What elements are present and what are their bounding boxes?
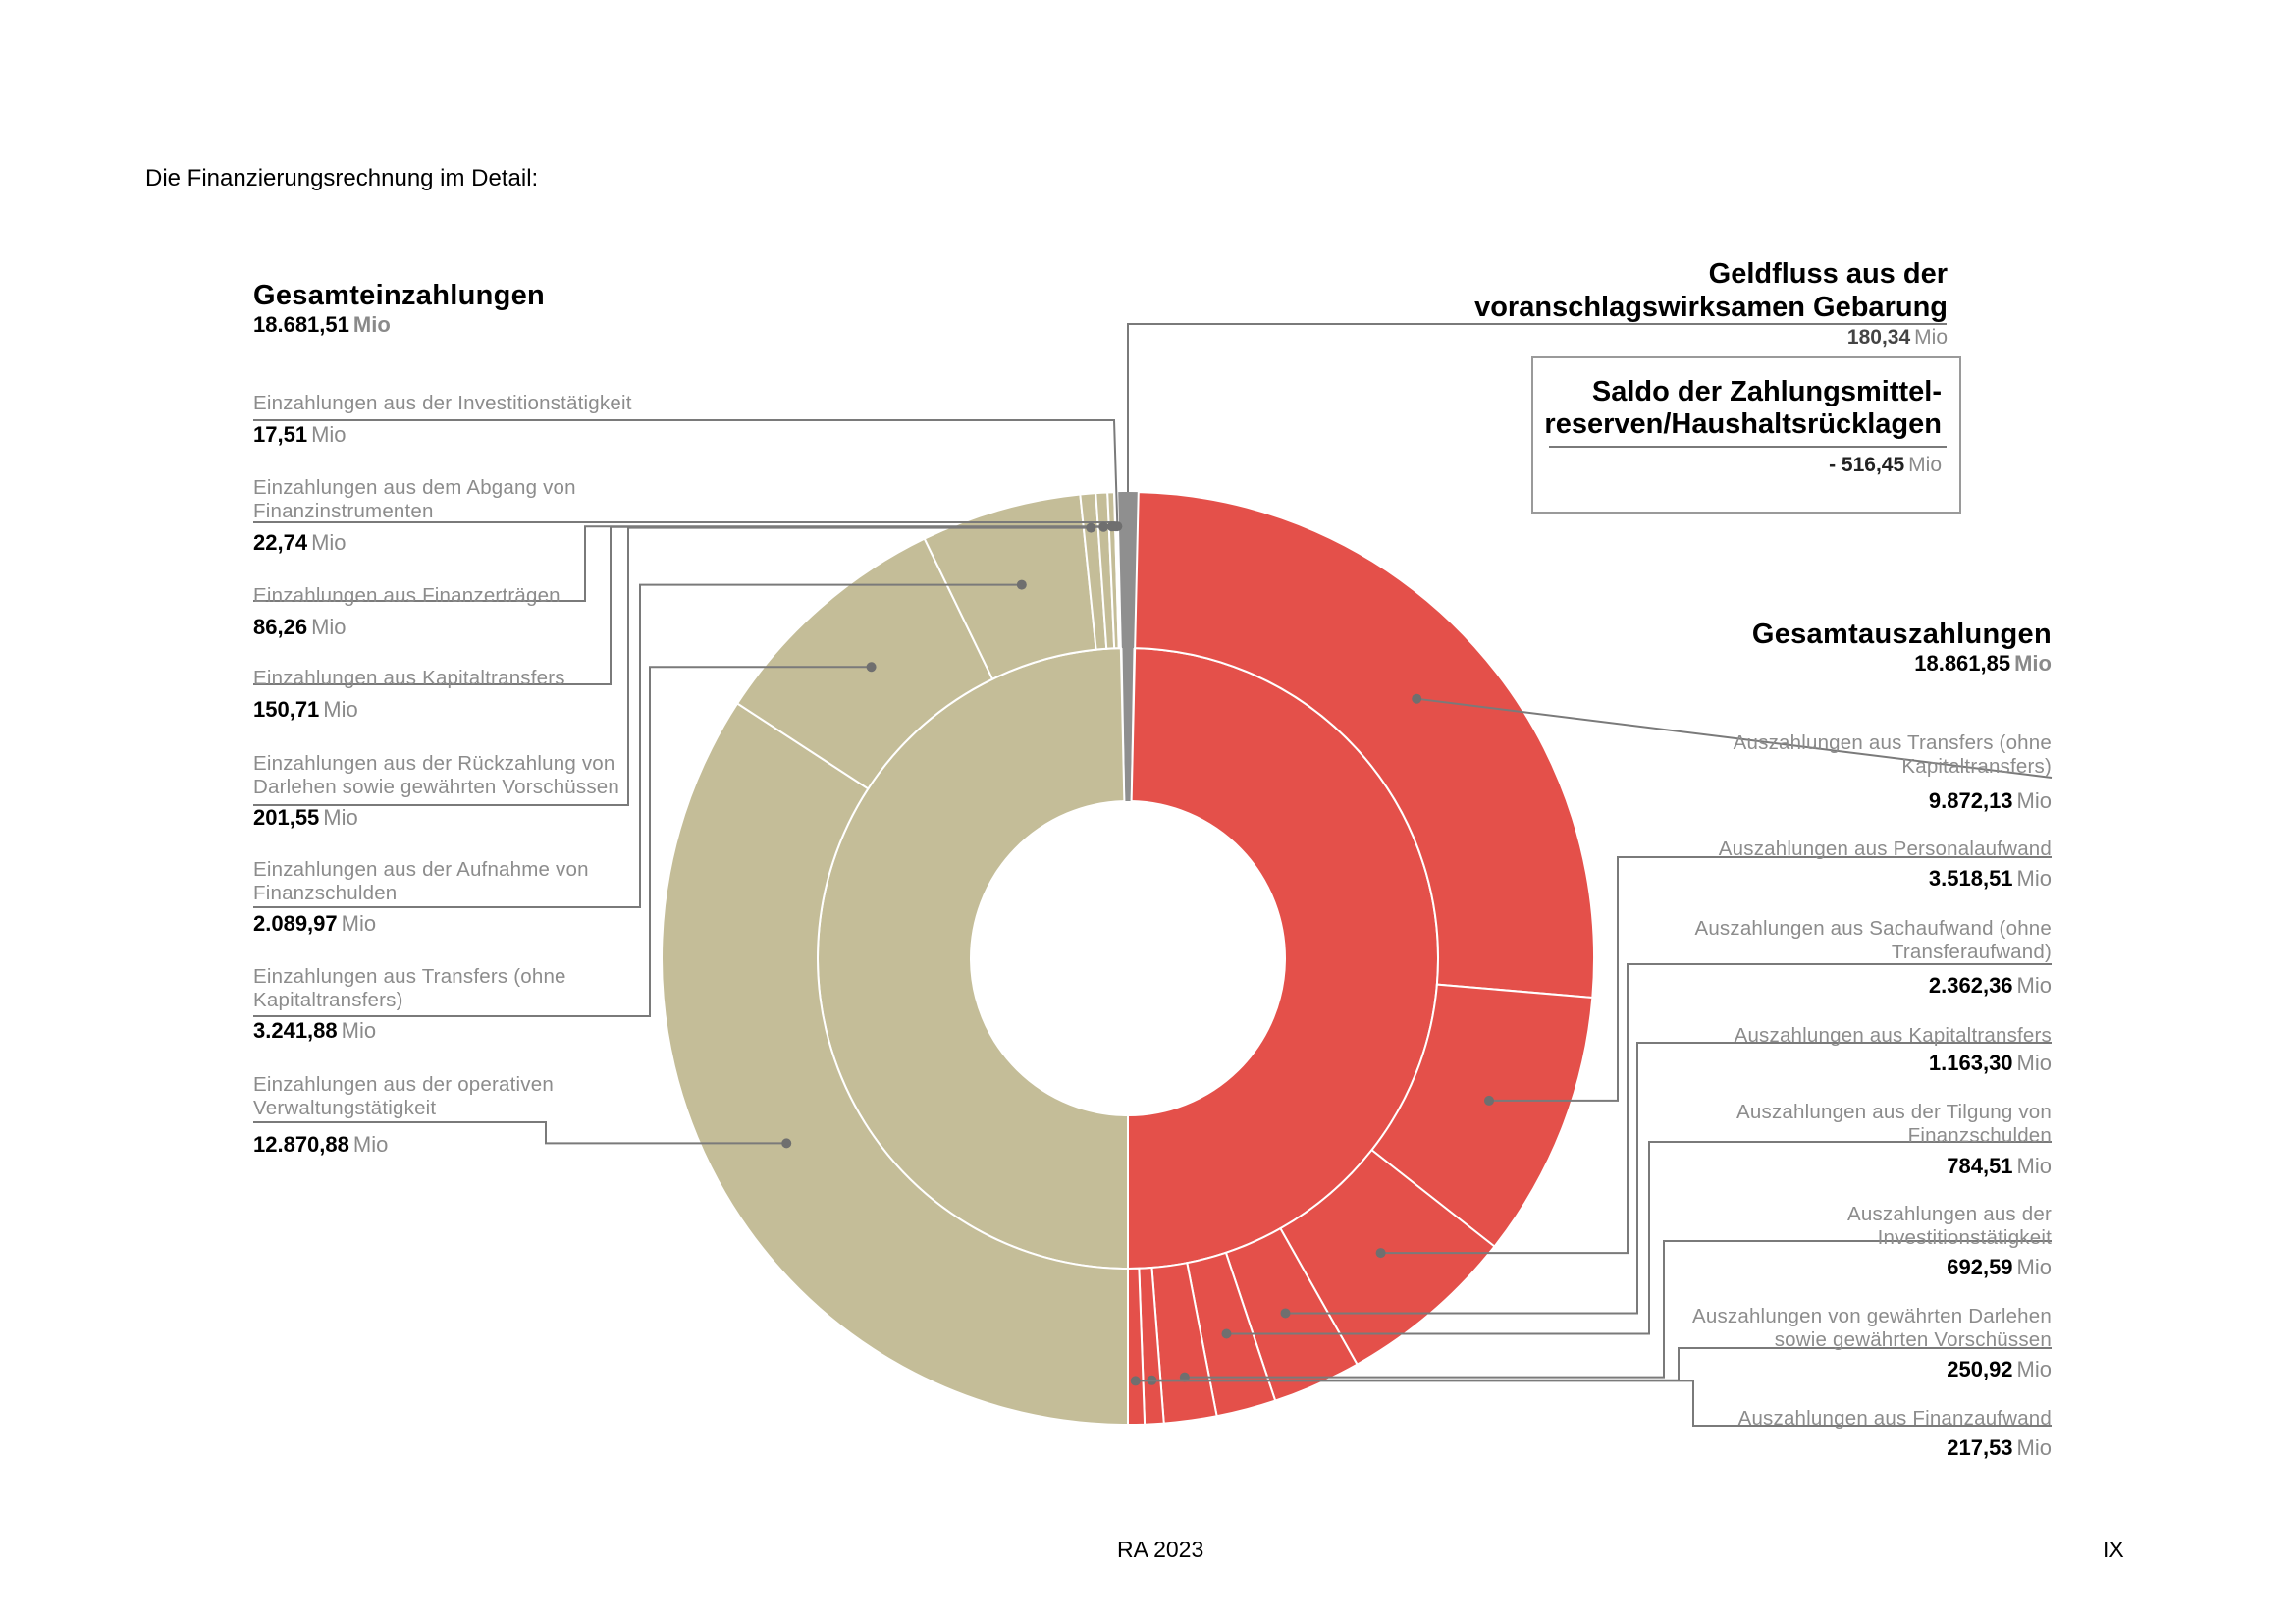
saldo-value: - 516,45 Mio	[1829, 454, 1942, 476]
saldo-title: Saldo der Zahlungsmittel- reserven/Haush…	[1544, 376, 1942, 440]
expense-leader-5-line	[1184, 1240, 2052, 1379]
income-leader-6-line	[253, 666, 872, 1017]
cashflow-leader-line	[1127, 323, 1947, 492]
expense-label-4: Auszahlungen aus der Tilgung von Finanzs…	[1736, 1101, 2052, 1147]
income-label-3: Einzahlungen aus Kapitaltransfers	[253, 667, 565, 689]
expense-leader-1-dot	[1483, 1095, 1494, 1106]
donut-hole	[972, 802, 1284, 1114]
expense-value-0: 9.872,13 Mio	[1928, 788, 2052, 813]
expense-leader-4-dot	[1221, 1328, 1232, 1339]
income-label-2: Einzahlungen aus Finanzerträgen	[253, 584, 561, 607]
income-leader-6-dot	[866, 662, 877, 673]
expense-leader-3-dot	[1280, 1308, 1291, 1319]
income-title: Gesamteinzahlungen	[253, 280, 546, 311]
income-value-0: 17,51 Mio	[253, 422, 347, 447]
expense-value-5: 692,59 Mio	[1947, 1255, 2052, 1279]
income-leader-7-line	[253, 1121, 787, 1145]
expense-leader-2-dot	[1375, 1248, 1386, 1259]
expense-label-2: Auszahlungen aus Sachaufwand (ohne Trans…	[1694, 917, 2052, 963]
expense-leader-4-line	[1226, 1141, 2052, 1335]
income-value-2: 86,26 Mio	[253, 615, 347, 639]
income-leader-4-dot	[1086, 522, 1096, 533]
footer-page-number: IX	[2103, 1537, 2124, 1562]
income-value-1: 22,74 Mio	[253, 530, 347, 555]
expense-value-4: 784,51 Mio	[1947, 1154, 2052, 1178]
expense-leader-1-line	[1488, 856, 2052, 1102]
footer-report-label: RA 2023	[1117, 1537, 1204, 1562]
page-intro: Die Finanzierungsrechnung im Detail:	[145, 165, 539, 191]
income-value-5: 2.089,97 Mio	[253, 911, 377, 936]
income-value-4: 201,55 Mio	[253, 805, 358, 830]
income-value-7: 12.870,88 Mio	[253, 1132, 389, 1157]
expense-leader-3-line	[1285, 1042, 2052, 1315]
cashflow-title: Geldfluss aus der voranschlagswirksamen …	[1474, 258, 1948, 323]
cashflow-value: 180,34 Mio	[1846, 326, 1948, 349]
income-leader-2-dot	[1106, 521, 1117, 532]
expense-value-3: 1.163,30 Mio	[1928, 1051, 2052, 1075]
expense-value-1: 3.518,51 Mio	[1928, 866, 2052, 891]
income-value-6: 3.241,88 Mio	[253, 1018, 377, 1043]
expense-label-3: Auszahlungen aus Kapitaltransfers	[1734, 1024, 2052, 1047]
expense-leader-7-dot	[1130, 1376, 1141, 1386]
expense-label-7: Auszahlungen aus Finanzaufwand	[1737, 1407, 2052, 1430]
income-leader-5-line	[253, 583, 1022, 908]
expense-label-5: Auszahlungen aus der Investitionstätigke…	[1846, 1203, 2052, 1249]
income-leader-5-dot	[1016, 579, 1027, 590]
income-label-4: Einzahlungen aus der Rückzahlung von Dar…	[253, 752, 619, 798]
expense-total: 18.861,85 Mio	[1914, 651, 2052, 676]
expense-leader-0-line	[1416, 697, 2053, 779]
expense-value-2: 2.362,36 Mio	[1928, 973, 2052, 998]
income-label-7: Einzahlungen aus der operativen Verwaltu…	[253, 1073, 554, 1119]
expense-title: Gesamtauszahlungen	[1751, 619, 2052, 650]
expense-segment-0	[1134, 491, 1595, 1000]
income-segment-7	[661, 702, 1129, 1427]
income-label-0: Einzahlungen aus der Investitionstätigke…	[253, 392, 632, 414]
saldo-box: Saldo der Zahlungsmittel- reserven/Haush…	[1531, 356, 1961, 514]
income-leader-4-line	[253, 526, 1092, 806]
expense-label-6: Auszahlungen von gewährten Darlehen sowi…	[1691, 1305, 2052, 1351]
expense-leader-2-line	[1380, 963, 2052, 1255]
income-total: 18.681,51 Mio	[253, 312, 391, 337]
income-leader-7-dot	[781, 1138, 792, 1149]
expense-leader-0-dot	[1412, 693, 1422, 704]
expense-label-1: Auszahlungen aus Personalaufwand	[1718, 838, 2052, 860]
cashflow-wedge-inner	[1122, 648, 1134, 802]
expense-label-0: Auszahlungen aus Transfers (ohne Kapital…	[1733, 731, 2052, 778]
income-label-1: Einzahlungen aus dem Abgang von Finanzin…	[253, 476, 576, 522]
income-value-3: 150,71 Mio	[253, 697, 358, 722]
income-leader-3-dot	[1098, 521, 1109, 532]
expense-leader-7-line	[1135, 1380, 2052, 1427]
expense-value-7: 217,53 Mio	[1947, 1435, 2052, 1460]
income-leader-0-line	[253, 419, 1119, 527]
income-label-5: Einzahlungen aus der Aufnahme von Finanz…	[253, 858, 589, 904]
income-label-6: Einzahlungen aus Transfers (ohne Kapital…	[253, 965, 566, 1011]
cashflow-wedge-outer	[1117, 492, 1139, 649]
expense-value-6: 250,92 Mio	[1947, 1357, 2052, 1381]
